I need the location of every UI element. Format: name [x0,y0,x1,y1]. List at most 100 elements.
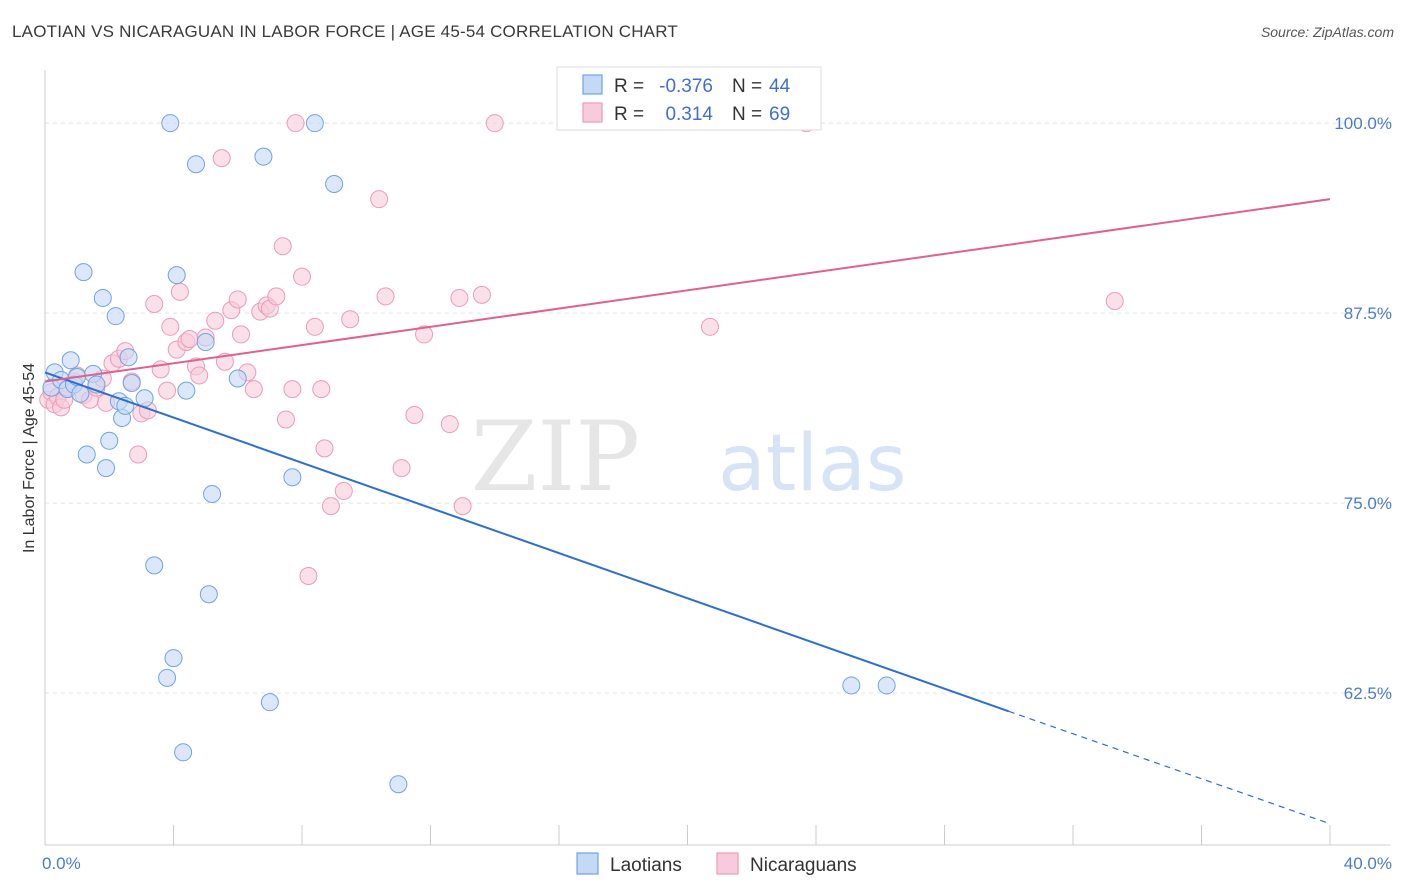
axes [44,70,1390,846]
laotian-point [877,676,896,695]
laotian-point [161,114,180,133]
laotian-point [177,381,196,400]
nicaraguan-point [376,287,395,306]
y-axis-label: In Labor Force | Age 45-54 [21,363,38,553]
laotian-point [228,369,247,388]
laotian-point [842,676,861,695]
legend-n-label: N = [732,76,762,97]
nicaraguan-point [273,237,292,256]
y-tick-label: 87.5% [1344,304,1392,323]
watermark-zip: ZIP [471,401,640,513]
nicaraguan-point [341,310,360,329]
nicaraguan-point [370,190,389,209]
nicaraguan-point [700,317,719,336]
laotian-point [305,114,324,133]
laotian-point [106,307,125,326]
nicaraguan-point [170,282,189,301]
x-tick-label: 0.0% [42,854,81,873]
nicaraguan-point [190,366,209,385]
watermark: ZIP atlas [471,401,907,513]
laotian-point [260,693,279,712]
laotian-point [167,266,186,285]
nicaraguan-point [129,445,148,464]
y-tick-labels: 100.0% 87.5% 75.0% 62.5% [1334,114,1392,703]
legend-r-nicaraguans: 0.314 [665,104,713,125]
nicaraguan-point [312,380,331,399]
laotian-point [135,389,154,408]
x-tick-label: 40.0% [1344,854,1392,873]
laotian-point [389,775,408,794]
nicaraguan-point [286,114,305,133]
nicaraguan-point [321,497,340,516]
nicaraguan-point [276,410,295,429]
laotian-trend-extension [1008,710,1331,825]
nicaraguan-trend-line [44,198,1331,383]
legend-n-nicaraguans: 69 [769,104,790,125]
nicaraguan-point [267,287,286,306]
legend-n-laotians: 44 [769,76,791,97]
x-tick-labels: 0.0% 40.0% [42,854,1392,873]
watermark-atlas: atlas [718,419,907,509]
legend-r-laotians: -0.376 [659,76,713,97]
laotian-point [61,351,80,370]
nicaraguan-point [450,288,469,307]
y-tick-label: 62.5% [1344,684,1392,703]
laotian-points [42,114,896,794]
laotian-point [74,263,93,282]
laotian-point [186,155,205,174]
nicaraguan-point [180,329,199,348]
nicaraguan-point [293,267,311,286]
legend-label-laotians: Laotians [610,855,682,876]
laotian-point [196,333,215,352]
nicaraguan-point [231,325,250,344]
nicaraguan-point [334,481,353,500]
nicaraguan-point [1105,291,1124,310]
nicaraguan-point [415,325,434,344]
laotian-point [119,348,138,367]
nicaraguan-point [405,405,424,424]
laotian-point [122,374,141,393]
legend-r-label: R = [614,104,644,125]
legend-label-nicaraguans: Nicaraguans [750,855,857,876]
nicaraguan-point [299,567,318,586]
nicaraguan-point [283,380,302,399]
correlation-legend: R = -0.376 N = 44 R = 0.314 N = 69 [556,66,822,131]
laotian-point [174,743,193,762]
nicaraguan-point [158,381,177,400]
laotian-point [254,147,273,166]
laotian-point [158,668,177,687]
legend-swatch-laotians [582,74,603,95]
laotian-point [77,445,96,464]
legend-r-label: R = [614,76,644,97]
laotian-point [283,468,302,487]
nicaraguan-point [145,295,164,314]
legend-swatch-nicaraguans [716,852,739,875]
nicaraguan-point [305,317,324,336]
chart-title: LAOTIAN VS NICARAGUAN IN LABOR FORCE | A… [12,22,678,41]
laotian-trend-line [44,371,1010,713]
nicaraguan-point [212,149,231,168]
laotian-point [97,459,116,478]
legend-n-label: N = [732,104,762,125]
laotian-point [325,174,344,193]
nicaraguan-point [392,459,411,478]
nicaraguan-point [453,497,472,516]
nicaraguan-point [472,285,491,304]
y-tick-label: 75.0% [1344,494,1392,513]
y-tick-label: 100.0% [1334,114,1392,133]
nicaraguan-point [440,415,459,434]
legend-swatch-laotians [576,852,599,875]
laotian-point [100,431,119,450]
laotian-point [203,484,222,503]
laotian-point [164,649,183,668]
grid-lines [45,122,1390,694]
nicaraguan-point [244,380,263,399]
nicaraguan-point [315,439,334,458]
series-legend: Laotians Nicaraguans [576,852,857,876]
nicaraguan-point [485,114,504,133]
laotian-point [145,556,164,575]
laotian-point [93,288,112,307]
legend-swatch-nicaraguans [582,102,603,123]
nicaraguan-point [206,311,225,330]
